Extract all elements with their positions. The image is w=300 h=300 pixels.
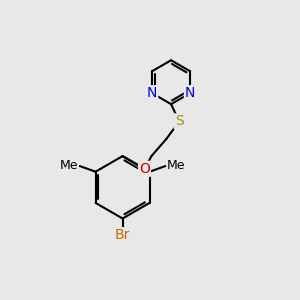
Text: Br: Br [115,228,130,242]
Text: N: N [185,86,195,100]
Text: O: O [139,162,150,176]
Text: Me: Me [60,159,78,172]
Text: Me: Me [167,159,185,172]
Text: N: N [147,86,157,100]
Text: S: S [175,115,184,128]
